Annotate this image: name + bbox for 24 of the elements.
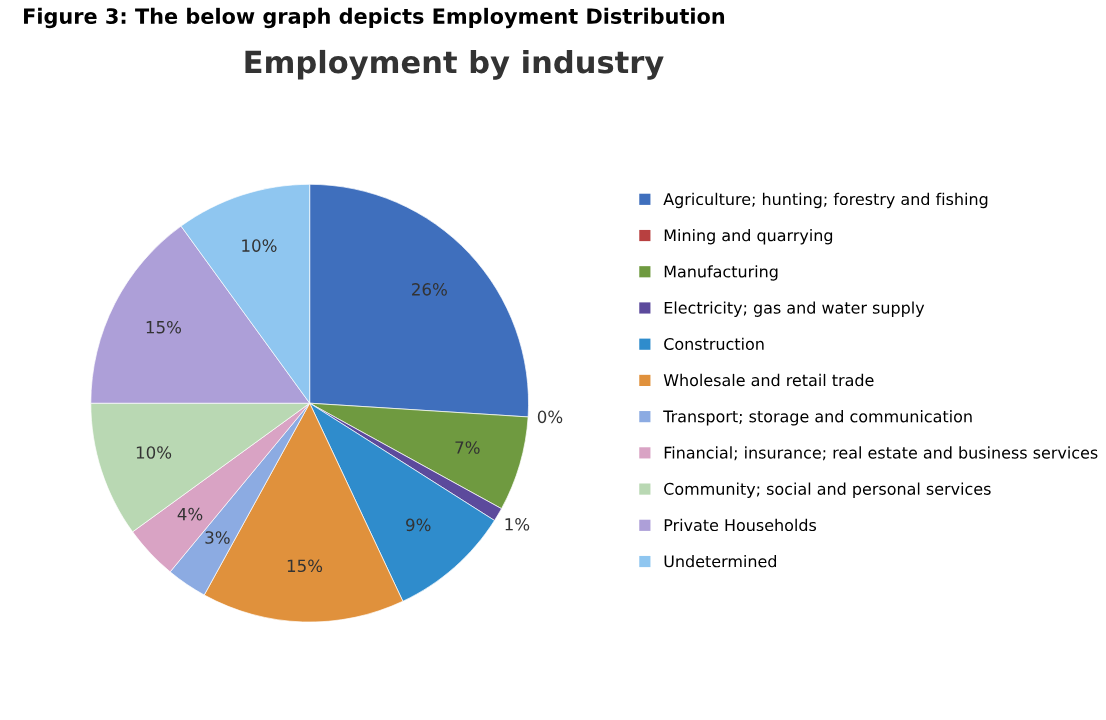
legend-label: Private Households bbox=[664, 518, 817, 532]
data-label: 10% bbox=[242, 239, 277, 252]
legend-label: Wholesale and retail trade bbox=[663, 373, 874, 387]
data-label: 15% bbox=[287, 559, 323, 573]
caption: Figure 3: The below graph depicts Employment Distribution bbox=[24, 7, 725, 29]
data-label: 10% bbox=[136, 446, 172, 459]
legend-label: Agriculture; hunting; forestry and fishing bbox=[663, 192, 988, 209]
legend-label: Financial; insurance; real estate and business services bbox=[664, 446, 1098, 461]
data-label: 7% bbox=[455, 441, 480, 454]
data-label: 4% bbox=[177, 507, 203, 521]
text: 0% bbox=[537, 410, 563, 424]
legend-label: Transport; storage and communication bbox=[663, 410, 972, 426]
legend-label: Electricity; gas and water supply bbox=[664, 301, 925, 317]
legend-label: Mining and quarrying bbox=[664, 228, 833, 245]
data-label: 1% bbox=[505, 517, 530, 531]
data-label: 9% bbox=[406, 518, 431, 532]
legend-label: Undetermined bbox=[664, 554, 777, 568]
data-label: 3% bbox=[205, 531, 230, 544]
legend-label: Community; social and personal services bbox=[664, 482, 991, 498]
legend-label: Manufacturing bbox=[664, 265, 778, 281]
data-label: 15% bbox=[146, 320, 182, 334]
legend-label: Construction bbox=[664, 337, 764, 351]
data-label: 26% bbox=[412, 283, 447, 296]
chart-title: Employment by industry bbox=[245, 49, 664, 80]
